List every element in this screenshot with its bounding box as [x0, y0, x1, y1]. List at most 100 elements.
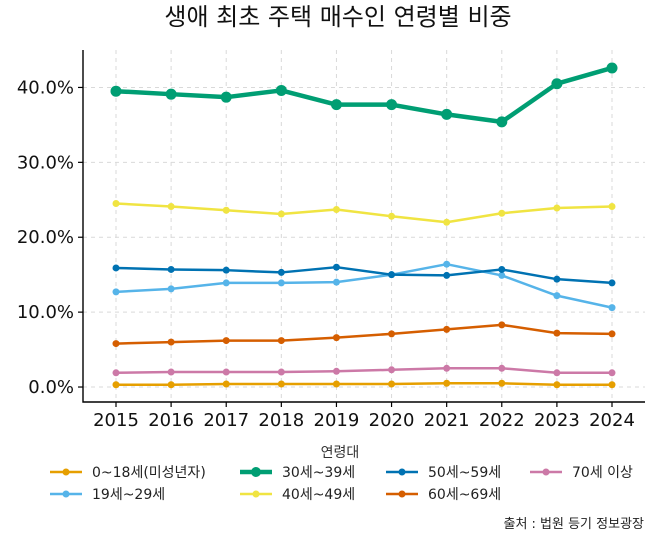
data-point [167, 265, 175, 273]
chart-title: 생애 최초 주택 매수인 연령별 비중 [164, 3, 511, 31]
series-line [114, 265, 614, 285]
legend-label: 70세 이상 [572, 465, 633, 481]
data-point [443, 379, 451, 387]
data-point [330, 99, 342, 111]
data-point [277, 279, 285, 287]
data-point [441, 108, 453, 120]
series-6 [112, 364, 616, 377]
data-point [167, 381, 175, 389]
data-point [222, 266, 230, 274]
legend-label: 50세~59세 [428, 465, 501, 481]
data-point [332, 278, 340, 286]
data-point [498, 265, 506, 273]
legend-label: 40세~49세 [282, 487, 355, 503]
series-2 [110, 62, 618, 128]
data-point [553, 204, 561, 212]
data-point [167, 338, 175, 346]
data-point [498, 379, 506, 387]
data-point [443, 325, 451, 333]
data-point [388, 380, 396, 388]
data-point [496, 116, 508, 128]
data-point [332, 263, 340, 271]
legend-label: 30세~39세 [282, 465, 355, 481]
data-point [498, 209, 506, 217]
data-point [222, 380, 230, 388]
data-point [498, 321, 506, 329]
data-point [388, 271, 396, 279]
data-point [606, 62, 618, 74]
data-point [222, 279, 230, 287]
x-tick-label: 2019 [314, 410, 360, 431]
x-tick-label: 2015 [93, 410, 139, 431]
legend-swatch-marker [542, 468, 550, 476]
legend-item: 0~18세(미성년자) [50, 465, 206, 481]
data-point [332, 334, 340, 342]
data-point [277, 368, 285, 376]
data-point [112, 264, 120, 272]
legend-swatch-marker [398, 490, 406, 498]
y-tick-label: 40.0% [17, 77, 74, 98]
legend-label: 60세~69세 [428, 487, 501, 503]
data-point [165, 88, 177, 100]
data-point [443, 218, 451, 226]
source-note: 출처 : 법원 등기 정보광장 [503, 517, 644, 532]
series-line [114, 367, 614, 375]
data-point [112, 340, 120, 348]
data-point [110, 85, 122, 97]
legend-label: 19세~29세 [92, 487, 165, 503]
data-point [222, 368, 230, 376]
data-point [553, 381, 561, 389]
legend: 연령대 0~18세(미성년자) 19세~29세 30세~39세 40세~49세 50세~… [50, 445, 633, 503]
series-line [114, 202, 614, 224]
series-4 [112, 263, 616, 287]
data-point [275, 84, 287, 96]
series-line [114, 382, 614, 387]
data-point [277, 380, 285, 388]
legend-label: 0~18세(미성년자) [92, 465, 206, 481]
data-point [443, 271, 451, 279]
data-point [443, 364, 451, 372]
y-tick-label: 10.0% [17, 302, 74, 323]
axes: 0.0% 10.0% 20.0% 30.0% 40.0% 2015 2016 2017 2018… [17, 50, 645, 431]
data-point [222, 206, 230, 214]
y-tick-label: 0.0% [28, 377, 74, 398]
series-0 [112, 379, 616, 389]
data-point [608, 381, 616, 389]
legend-swatch-marker [62, 468, 70, 476]
series-line [114, 323, 614, 345]
data-point [277, 268, 285, 276]
legend-swatch-marker [398, 468, 406, 476]
series-lines [110, 62, 618, 389]
data-point [167, 203, 175, 211]
data-point [553, 369, 561, 377]
x-tick-label: 2020 [369, 410, 415, 431]
legend-item: 19세~29세 [50, 487, 165, 503]
data-point [112, 369, 120, 377]
x-tick-label: 2016 [148, 410, 194, 431]
data-point [608, 279, 616, 287]
data-point [498, 271, 506, 279]
data-point [112, 200, 120, 208]
legend-swatch-marker [252, 490, 260, 498]
data-point [443, 260, 451, 268]
x-tick-label: 2018 [258, 410, 304, 431]
x-tick-label: 2023 [534, 410, 580, 431]
data-point [167, 368, 175, 376]
y-tick-label: 30.0% [17, 152, 74, 173]
data-point [112, 288, 120, 296]
x-tick-label: 2021 [424, 410, 470, 431]
series-5 [112, 321, 616, 348]
legend-item: 50세~59세 [386, 465, 501, 481]
legend-item: 60세~69세 [386, 487, 501, 503]
data-point [608, 304, 616, 312]
data-point [332, 206, 340, 214]
legend-swatch-marker [62, 490, 70, 498]
data-point [388, 366, 396, 374]
legend-swatch-marker [251, 467, 261, 477]
series-1 [112, 260, 616, 312]
data-point [608, 330, 616, 338]
data-point [498, 364, 506, 372]
data-point [608, 203, 616, 211]
data-point [553, 329, 561, 337]
